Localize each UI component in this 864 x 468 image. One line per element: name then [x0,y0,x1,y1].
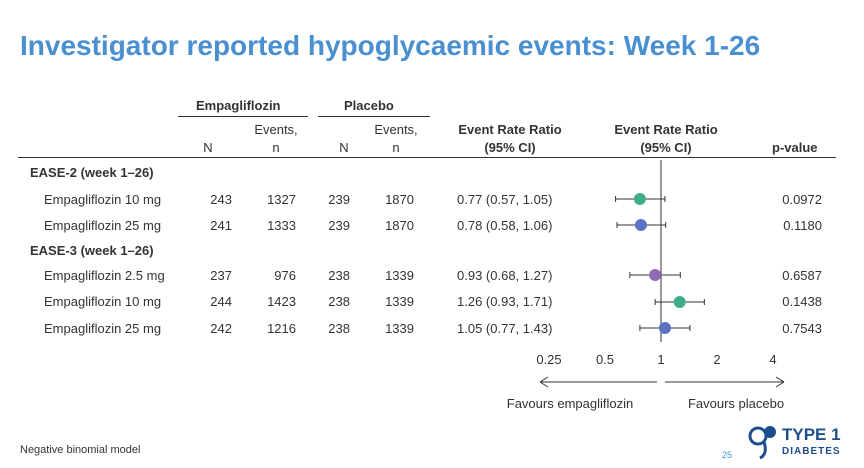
col-ratio-plot-line1: Event Rate Ratio [614,122,718,137]
cell-pvalue: 0.7543 [782,321,822,336]
cell-ratio: 0.78 (0.58, 1.06) [457,218,553,233]
cell-ratio: 0.93 (0.68, 1.27) [457,268,553,283]
cell-events-placebo: 1339 [385,321,414,336]
section-label: EASE-3 (week 1–26) [30,243,154,258]
favours-placebo-label: Favours placebo [688,396,784,411]
cell-ratio: 0.77 (0.57, 1.05) [457,192,553,207]
section-label: EASE-2 (week 1–26) [30,165,154,180]
x-tick-label: 2 [713,352,720,367]
cell-events-placebo: 1339 [385,268,414,283]
group-header-placebo: Placebo [344,98,394,113]
col-n-empagliflozin: N [203,140,213,155]
cell-ratio: 1.26 (0.93, 1.71) [457,294,553,309]
cell-n-empagliflozin: 243 [210,192,232,207]
logo-line2: DIABETES [782,446,841,457]
logo-line1: TYPE 1 [782,425,841,444]
row-label: Empagliflozin 10 mg [44,192,162,207]
cell-events-placebo: 1870 [385,218,414,233]
point-estimate [673,296,686,308]
cell-n-placebo: 238 [328,321,350,336]
cell-n-placebo: 239 [328,192,350,207]
header-divider [18,157,836,158]
group-underline-placebo [318,116,430,117]
point-estimate [658,322,671,334]
col-events-placebo-line2: n [392,140,400,155]
col-pvalue: p-value [772,140,818,155]
cell-events-empagliflozin: 1423 [267,294,296,309]
type1-diabetes-logo: TYPE 1 DIABETES [746,420,856,460]
arrow-right-icon [775,376,785,388]
cell-n-placebo: 239 [328,218,350,233]
col-events-empagliflozin-line2: n [272,140,280,155]
cell-events-placebo: 1870 [385,192,414,207]
col-events-placebo-line1: Events, [374,122,418,137]
cell-n-empagliflozin: 241 [210,218,232,233]
cell-events-empagliflozin: 1327 [267,192,296,207]
cell-pvalue: 0.0972 [782,192,822,207]
group-header-empagliflozin: Empagliflozin [196,98,281,113]
cell-n-placebo: 238 [328,268,350,283]
cell-events-placebo: 1339 [385,294,414,309]
col-n-placebo: N [339,140,349,155]
x-tick-label: 0.5 [596,352,614,367]
point-estimate [634,219,647,231]
cell-n-placebo: 238 [328,294,350,309]
x-tick-label: 0.25 [536,352,561,367]
cell-events-empagliflozin: 1333 [267,218,296,233]
cell-pvalue: 0.1438 [782,294,822,309]
cell-pvalue: 0.1180 [783,218,822,233]
cell-pvalue: 0.6587 [782,268,822,283]
page-number: 25 [722,450,733,460]
row-label: Empagliflozin 25 mg [44,218,162,233]
cell-n-empagliflozin: 244 [210,294,232,309]
row-label: Empagliflozin 25 mg [44,321,162,336]
col-events-empagliflozin-line1: Events, [254,122,298,137]
cell-ratio: 1.05 (0.77, 1.43) [457,321,553,336]
cell-n-empagliflozin: 237 [210,268,232,283]
logo-mark-icon: TYPE 1 DIABETES [748,425,841,460]
cell-n-empagliflozin: 242 [210,321,232,336]
arrow-left-icon [539,376,549,388]
cell-events-empagliflozin: 976 [274,268,296,283]
col-ratio-line1: Event Rate Ratio [458,122,562,137]
point-estimate [649,269,662,281]
x-tick-label: 1 [657,352,664,367]
point-estimate [633,193,646,205]
favours-empagliflozin-label: Favours empagliflozin [507,396,633,411]
cell-events-empagliflozin: 1216 [267,321,296,336]
row-label: Empagliflozin 10 mg [44,294,162,309]
page-title: Investigator reported hypoglycaemic even… [20,30,761,61]
col-ratio-plot-line2: (95% CI) [640,140,692,155]
group-underline-empagliflozin [178,116,308,117]
row-label: Empagliflozin 2.5 mg [44,268,165,283]
footer-note: Negative binomial model [20,444,141,456]
col-ratio-line2: (95% CI) [484,140,536,155]
x-tick-label: 4 [769,352,776,367]
